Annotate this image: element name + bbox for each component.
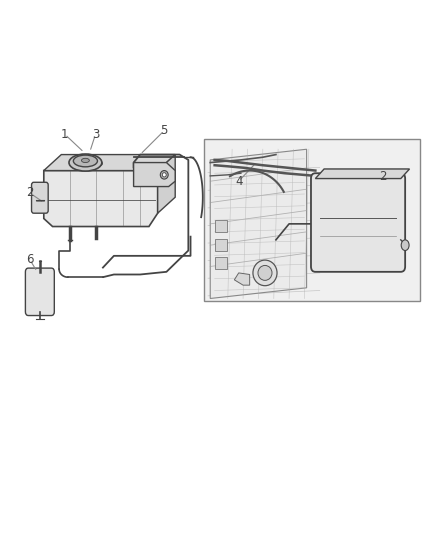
- Polygon shape: [134, 163, 175, 187]
- Text: 1: 1: [61, 128, 69, 141]
- FancyBboxPatch shape: [204, 139, 420, 301]
- Ellipse shape: [253, 260, 277, 286]
- Text: 5: 5: [161, 124, 168, 137]
- Polygon shape: [44, 155, 175, 171]
- Polygon shape: [210, 149, 307, 298]
- Polygon shape: [315, 169, 410, 179]
- Text: 6: 6: [26, 253, 34, 266]
- Text: 2: 2: [26, 187, 34, 199]
- Ellipse shape: [81, 158, 89, 163]
- Bar: [215, 257, 227, 269]
- Ellipse shape: [258, 265, 272, 280]
- Ellipse shape: [73, 155, 97, 167]
- Polygon shape: [234, 273, 250, 285]
- Text: 4: 4: [235, 175, 243, 188]
- FancyBboxPatch shape: [32, 182, 48, 213]
- Text: 2: 2: [379, 171, 387, 183]
- FancyBboxPatch shape: [25, 268, 54, 316]
- Bar: [215, 239, 227, 251]
- Bar: [215, 220, 227, 232]
- Ellipse shape: [162, 173, 166, 177]
- FancyBboxPatch shape: [311, 173, 405, 272]
- Ellipse shape: [160, 171, 168, 179]
- Ellipse shape: [401, 240, 409, 251]
- Polygon shape: [158, 155, 175, 213]
- Text: 3: 3: [92, 128, 99, 141]
- Polygon shape: [44, 171, 158, 227]
- Ellipse shape: [69, 154, 102, 171]
